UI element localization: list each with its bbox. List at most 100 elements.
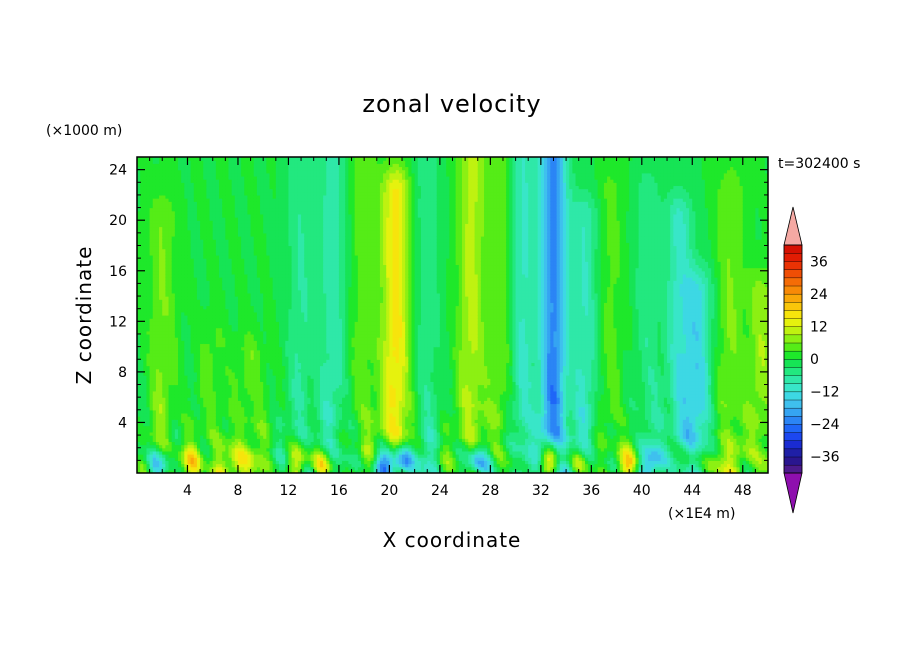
heatmap-cell <box>143 463 148 468</box>
heatmap-cell <box>159 223 163 228</box>
heatmap-cell <box>159 450 163 455</box>
heatmap-cell <box>165 406 170 411</box>
heatmap-cell <box>140 239 144 243</box>
heatmap-cell <box>143 327 148 332</box>
heatmap-cell <box>155 311 160 316</box>
heatmap-cell <box>152 296 157 300</box>
heatmap-cell <box>162 387 166 392</box>
heatmap-cell <box>155 182 160 187</box>
heatmap-cell <box>165 390 170 395</box>
heatmap-cell <box>137 460 141 465</box>
heatmap-cell <box>155 283 160 288</box>
heatmap-cell <box>149 169 154 174</box>
heatmap-cell <box>143 236 148 240</box>
heatmap-cell <box>140 460 144 465</box>
heatmap-cell <box>152 258 157 262</box>
heatmap-cell <box>146 387 151 392</box>
heatmap-cell <box>140 431 144 436</box>
heatmap-cell <box>140 232 144 237</box>
heatmap-cell <box>159 406 163 411</box>
heatmap-cell <box>162 232 166 237</box>
heatmap-cell <box>165 188 170 193</box>
heatmap-cell <box>159 182 163 187</box>
heatmap-cell <box>146 450 151 455</box>
heatmap-cell <box>149 318 154 322</box>
heatmap-cell <box>152 198 157 202</box>
heatmap-cell <box>146 273 151 278</box>
heatmap-cell <box>165 223 170 228</box>
heatmap-cell <box>152 327 157 332</box>
heatmap-cell <box>159 305 163 310</box>
heatmap-cell <box>140 412 144 417</box>
heatmap-cell <box>143 330 148 335</box>
heatmap-cell <box>146 207 151 212</box>
heatmap-cell <box>137 305 141 310</box>
heatmap-cell <box>152 457 157 461</box>
heatmap-cell <box>149 270 154 275</box>
heatmap-cell <box>162 333 166 338</box>
heatmap-cell <box>137 261 141 266</box>
heatmap-cell <box>159 157 163 161</box>
heatmap-cell <box>152 450 157 455</box>
heatmap-cell <box>159 362 163 367</box>
heatmap-cell <box>162 239 166 243</box>
heatmap-cell <box>137 191 141 196</box>
heatmap-cell <box>143 308 148 313</box>
heatmap-cell <box>137 457 141 461</box>
heatmap-cell <box>165 283 170 288</box>
heatmap-cell <box>137 245 141 250</box>
heatmap-cell <box>140 160 144 164</box>
heatmap-cell <box>137 185 141 190</box>
heatmap-cell <box>159 431 163 436</box>
heatmap-cell <box>140 280 144 284</box>
heatmap-cell <box>162 352 166 357</box>
heatmap-cell <box>162 236 166 240</box>
heatmap-cell <box>137 400 141 405</box>
heatmap-cell <box>152 400 157 405</box>
heatmap-cell <box>159 321 163 326</box>
heatmap-cell <box>162 447 166 452</box>
heatmap-cell <box>137 450 141 455</box>
heatmap-cell <box>149 289 154 294</box>
heatmap-cell <box>149 210 154 215</box>
heatmap-cell <box>143 352 148 357</box>
heatmap-cell <box>155 172 160 177</box>
heatmap-cell <box>159 356 163 360</box>
heatmap-cell <box>143 261 148 266</box>
heatmap-cell <box>159 264 163 269</box>
heatmap-cell <box>159 403 163 408</box>
heatmap-cell <box>143 333 148 338</box>
heatmap-cell <box>159 365 163 370</box>
heatmap-cell <box>155 292 160 297</box>
heatmap-cell <box>137 217 141 221</box>
heatmap-cell <box>162 163 166 168</box>
heatmap-cell <box>165 469 170 473</box>
heatmap-cell <box>149 419 154 424</box>
heatmap-cell <box>152 166 157 171</box>
heatmap-cell <box>159 378 163 382</box>
heatmap-cell <box>165 163 170 168</box>
heatmap-cell <box>140 394 144 398</box>
heatmap-cell <box>143 286 148 291</box>
heatmap-cell <box>140 444 144 449</box>
heatmap-cell <box>155 460 160 465</box>
heatmap-cell <box>146 213 151 218</box>
heatmap-cell <box>149 185 154 190</box>
heatmap-cell <box>137 198 141 202</box>
heatmap-cell <box>152 390 157 395</box>
heatmap-cell <box>146 311 151 316</box>
heatmap-cell <box>165 179 170 183</box>
heatmap-cell <box>143 457 148 461</box>
heatmap-cell <box>159 273 163 278</box>
heatmap-cell <box>152 182 157 187</box>
heatmap-cell <box>143 371 148 376</box>
heatmap-cell <box>159 267 163 272</box>
heatmap-cell <box>159 381 163 386</box>
heatmap-cell <box>159 166 163 171</box>
heatmap-cell <box>143 390 148 395</box>
heatmap-cell <box>159 179 163 183</box>
heatmap-cell <box>162 188 166 193</box>
heatmap-cell <box>143 394 148 398</box>
heatmap-cell <box>162 286 166 291</box>
y-unit-label: (×1000 m) <box>46 123 122 139</box>
